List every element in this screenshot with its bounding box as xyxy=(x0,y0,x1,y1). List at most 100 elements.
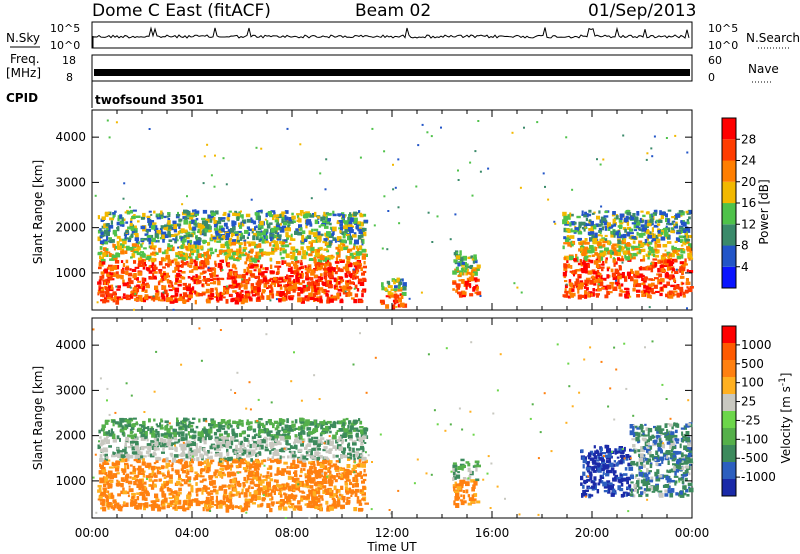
power-cell xyxy=(653,209,658,213)
velocity-cell xyxy=(212,425,216,429)
power-cell xyxy=(440,126,442,129)
power-cell xyxy=(383,150,386,153)
power-cell xyxy=(282,241,286,245)
power-cell xyxy=(143,277,147,282)
power-cell xyxy=(305,236,308,241)
power-cell xyxy=(600,263,605,266)
power-cell xyxy=(305,251,308,256)
power-cell xyxy=(590,259,594,264)
power-cell xyxy=(650,288,654,293)
power-cell xyxy=(224,251,229,255)
velocity-cell xyxy=(198,501,203,505)
velocity-cell xyxy=(99,498,105,502)
velocity-cell xyxy=(345,471,349,476)
power-cell xyxy=(681,270,684,274)
power-cell xyxy=(246,292,250,297)
power-cell xyxy=(167,217,171,221)
power-cell xyxy=(665,137,668,139)
velocity-cell xyxy=(230,501,233,504)
power-cell xyxy=(460,261,465,265)
power-cell xyxy=(295,277,300,283)
velocity-cell xyxy=(161,493,167,498)
power-cell xyxy=(250,217,253,223)
power-cell xyxy=(306,284,308,287)
power-cell xyxy=(220,243,226,249)
power-cell xyxy=(274,265,279,268)
power-cell xyxy=(161,234,165,239)
power-cell xyxy=(332,213,337,217)
power-cell xyxy=(686,219,690,222)
power-cell xyxy=(284,210,289,214)
power-cell xyxy=(189,256,193,259)
power-cell xyxy=(651,216,655,221)
power-cell xyxy=(306,286,311,291)
power-cell xyxy=(654,262,658,267)
power-cell xyxy=(335,246,339,250)
power-cell xyxy=(243,241,247,247)
power-cell xyxy=(650,264,655,269)
power-cell xyxy=(115,245,119,249)
power-cell xyxy=(112,291,117,296)
velocity-cell xyxy=(200,468,206,472)
velocity-cell xyxy=(129,430,133,435)
power-cell xyxy=(570,265,573,269)
velocity-cell xyxy=(188,420,191,426)
power-cell xyxy=(593,281,597,286)
power-cell xyxy=(325,221,330,224)
power-cell xyxy=(326,297,330,302)
power-cell xyxy=(112,298,116,303)
power-cell xyxy=(315,269,318,272)
power-cell xyxy=(248,298,253,301)
power-cell xyxy=(176,272,181,278)
velocity-cell xyxy=(97,484,102,488)
power-cell xyxy=(642,266,646,271)
power-cell xyxy=(610,225,614,229)
velocity-cell xyxy=(195,425,199,429)
power-cell xyxy=(255,146,258,149)
power-cell xyxy=(230,276,236,280)
power-cell xyxy=(357,224,362,227)
velocity-cell xyxy=(325,472,328,475)
velocity-cell xyxy=(225,497,230,503)
velocity-cell xyxy=(145,475,150,479)
power-cell xyxy=(569,222,572,227)
power-cell xyxy=(109,272,114,275)
power-cell xyxy=(253,269,257,272)
velocity-cell xyxy=(310,480,315,484)
velocity-cell xyxy=(258,446,261,451)
power-cell xyxy=(277,281,282,284)
power-cell xyxy=(347,227,353,231)
power-cell xyxy=(152,245,157,248)
power-cell xyxy=(176,223,182,227)
power-cell xyxy=(331,295,336,299)
power-cell xyxy=(598,275,602,280)
velocity-cell xyxy=(166,487,170,491)
power-cell xyxy=(565,293,569,298)
power-cell xyxy=(226,252,229,256)
velocity-cell xyxy=(332,445,337,449)
velocity-cell xyxy=(208,435,213,439)
power-cell xyxy=(308,292,313,297)
power-cell xyxy=(244,295,248,299)
power-cell xyxy=(650,147,653,150)
power-cell xyxy=(353,245,356,250)
power-cell xyxy=(617,225,623,228)
velocity-cell xyxy=(161,424,164,427)
velocity-cell xyxy=(134,445,140,449)
power-cell xyxy=(243,297,249,303)
power-cell xyxy=(392,288,398,292)
power-cell xyxy=(109,217,114,221)
power-cell xyxy=(163,215,167,219)
power-cell xyxy=(152,222,155,226)
power-cell xyxy=(579,280,584,284)
power-cell xyxy=(598,256,604,261)
power-cell xyxy=(333,296,338,301)
power-cell xyxy=(134,237,140,241)
velocity-cell xyxy=(328,480,332,484)
velocity-cell xyxy=(341,442,344,445)
power-cell xyxy=(455,266,459,271)
power-cell xyxy=(286,221,291,224)
power-cell xyxy=(276,232,280,236)
velocity-cell xyxy=(233,488,238,492)
power-cell xyxy=(615,279,617,282)
